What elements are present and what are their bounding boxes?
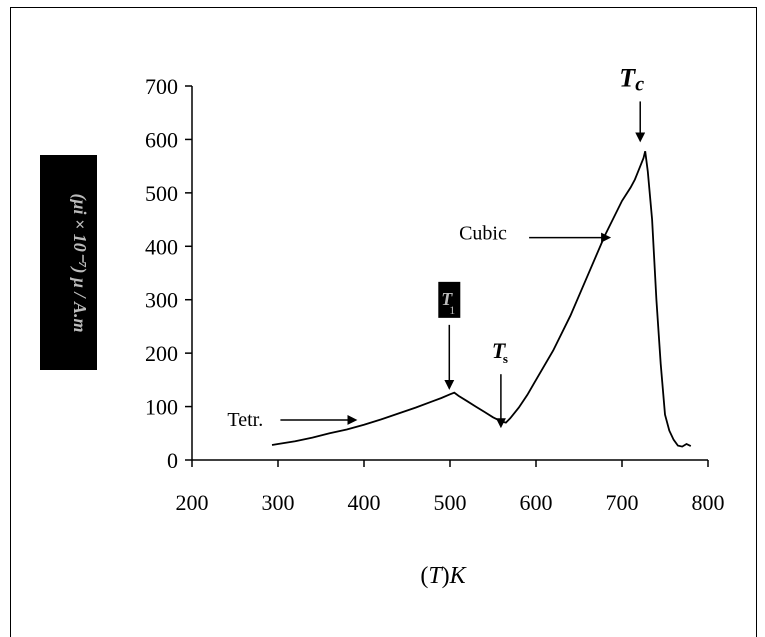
x-axis-label-unit: K bbox=[449, 563, 468, 589]
ticks: 0 100 200 300 400 500 600 700 200 300 400 500 600 700… bbox=[145, 74, 725, 515]
x-axis-label-var: T bbox=[428, 563, 443, 589]
x-axis-label: (T)K bbox=[420, 563, 467, 589]
annotation-ts-sub: s bbox=[503, 351, 508, 366]
y-tick-label: 200 bbox=[145, 341, 178, 366]
annotation-tc: T bbox=[619, 63, 636, 92]
x-tick-label: 500 bbox=[434, 490, 467, 515]
x-tick-label: 200 bbox=[176, 490, 209, 515]
annotation-tc-sub: c bbox=[635, 73, 644, 95]
y-axis-label: (μi × 10⁻⁷) μ / A.m bbox=[69, 193, 90, 332]
annotation-ts: T bbox=[492, 338, 507, 363]
y-tick-label: 600 bbox=[145, 127, 178, 152]
axes bbox=[191, 86, 708, 461]
y-tick-label: 300 bbox=[145, 288, 178, 313]
annotation-t1-sub: 1 bbox=[449, 303, 455, 317]
annotation-cubic: Cubic bbox=[459, 223, 507, 245]
annotation-t1-box bbox=[438, 281, 461, 318]
y-tick-label: 700 bbox=[145, 74, 178, 99]
y-axis-label-box: (μi × 10⁻⁷) μ / A.m bbox=[40, 155, 97, 370]
y-tick-label: 400 bbox=[145, 234, 178, 259]
x-tick-label: 800 bbox=[692, 490, 725, 515]
annotation-tetr: Tetr. bbox=[227, 409, 263, 431]
y-tick-label: 500 bbox=[145, 181, 178, 206]
x-tick-label: 300 bbox=[262, 490, 295, 515]
x-tick-label: 600 bbox=[520, 490, 553, 515]
y-tick-label: 0 bbox=[167, 448, 178, 473]
chart-frame bbox=[10, 7, 757, 637]
y-tick-label: 100 bbox=[145, 395, 178, 420]
series-line bbox=[271, 150, 692, 448]
annotation-t1: T bbox=[441, 289, 453, 309]
x-tick-label: 400 bbox=[348, 490, 381, 515]
x-tick-label: 700 bbox=[606, 490, 639, 515]
